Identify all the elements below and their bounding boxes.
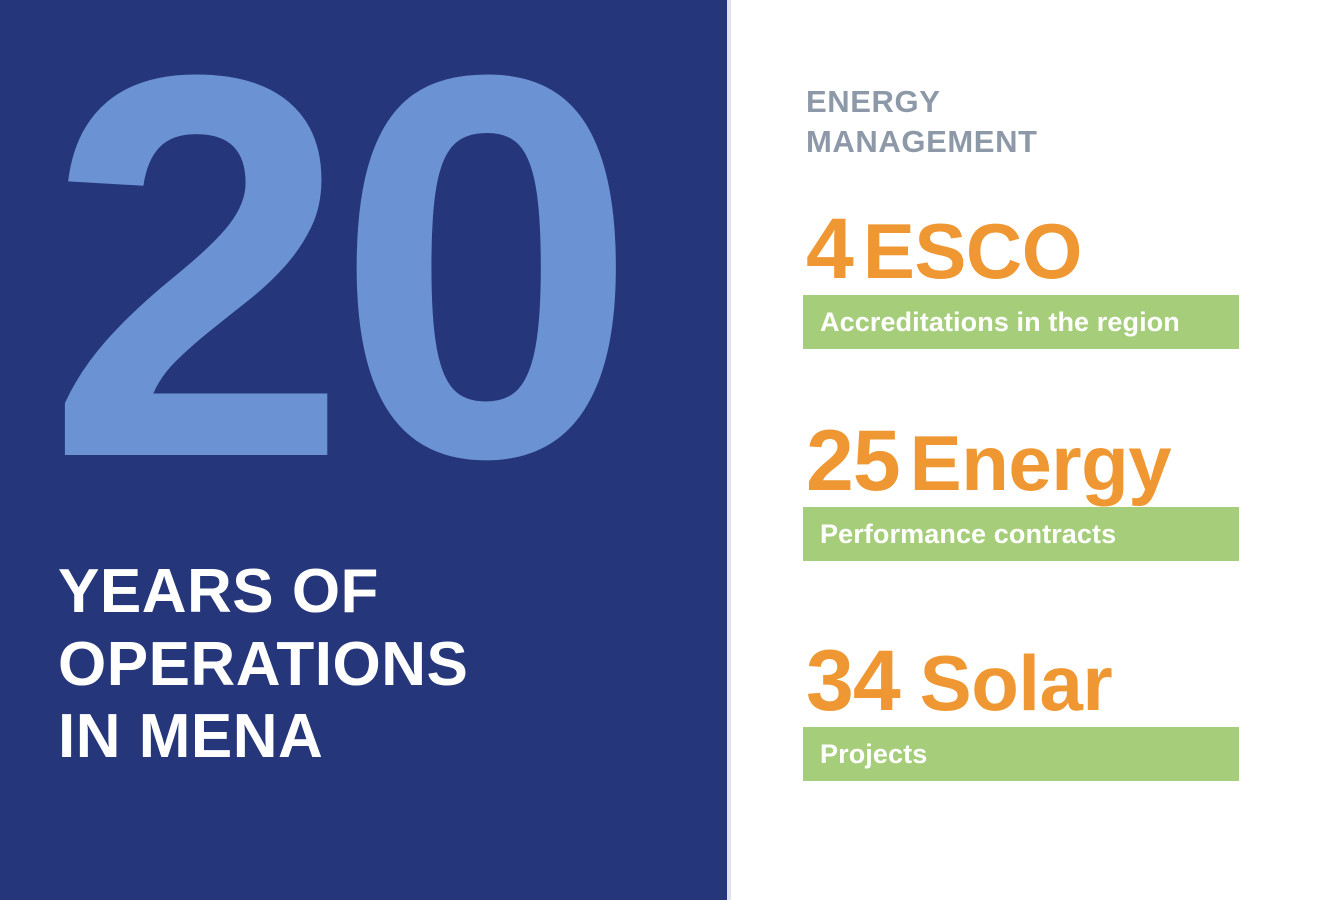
stat-unit-energy: Energy: [909, 419, 1172, 507]
section-title: ENERGY MANAGEMENT: [806, 82, 1266, 161]
stat-headline: 25 Energy: [803, 418, 1239, 504]
stat-band-energy: Performance contracts: [803, 507, 1239, 561]
stat-block-energy: 25 Energy Performance contracts: [803, 418, 1239, 561]
stat-value-solar: 34: [806, 633, 901, 729]
years-big-number: 20: [46, 0, 638, 571]
stat-unit-esco: ESCO: [862, 207, 1083, 295]
left-navy-panel: 20 YEARS OF OPERATIONS IN MENA: [0, 0, 727, 900]
stat-band-label-esco: Accreditations in the region: [820, 306, 1180, 337]
section-title-line-2: MANAGEMENT: [806, 123, 1038, 159]
stat-value-energy: 25: [806, 413, 901, 509]
stat-block-esco: 4 ESCO Accreditations in the region: [803, 206, 1239, 349]
stat-band-label-solar: Projects: [820, 738, 928, 769]
heading-line-2: OPERATIONS: [58, 629, 469, 699]
stat-band-esco: Accreditations in the region: [803, 295, 1239, 349]
panel-divider: [727, 0, 731, 900]
stat-headline: 34 Solar: [803, 638, 1239, 724]
right-content-panel: ENERGY MANAGEMENT 4 ESCO Accreditations i…: [731, 0, 1320, 900]
stat-band-solar: Projects: [803, 727, 1239, 781]
heading-line-3: IN MENA: [58, 702, 324, 772]
stat-block-solar: 34 Solar Projects: [803, 638, 1239, 781]
section-title-line-1: ENERGY: [806, 84, 941, 119]
stat-band-label-energy: Performance contracts: [820, 518, 1117, 549]
heading-line-1: YEARS OF: [58, 557, 379, 626]
stat-unit-solar: Solar: [919, 639, 1113, 727]
left-panel-heading: YEARS OF OPERATIONS IN MENA: [58, 556, 678, 774]
stat-headline: 4 ESCO: [803, 206, 1239, 292]
stat-value-esco: 4: [806, 201, 854, 297]
